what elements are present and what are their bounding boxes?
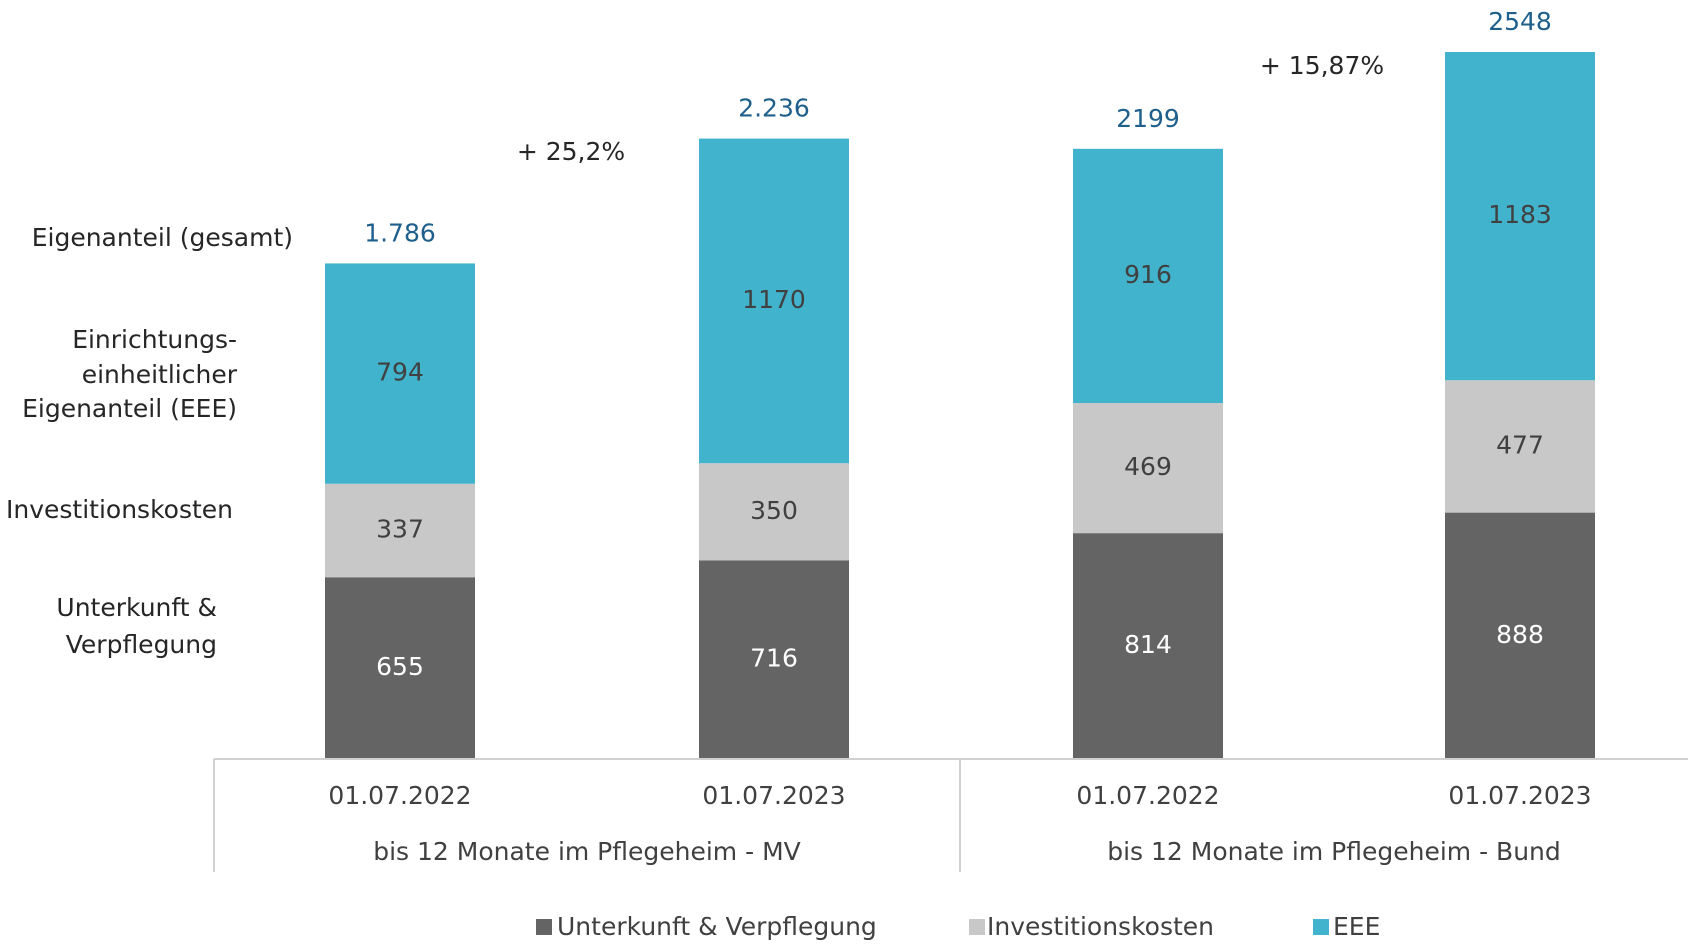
x-tick-label: 01.07.2023 — [702, 781, 845, 810]
group-label: bis 12 Monate im Pflegeheim - Bund — [1107, 837, 1561, 866]
x-tick-label: 01.07.2022 — [328, 781, 471, 810]
total-label: 2.236 — [738, 94, 810, 123]
bar-segment — [699, 463, 849, 561]
segment-label: 477 — [1496, 430, 1544, 459]
side-label: Unterkunft & — [56, 593, 217, 622]
legend-label: Unterkunft & Verpflegung — [557, 912, 877, 941]
x-tick-label: 01.07.2022 — [1076, 781, 1219, 810]
segment-label: 814 — [1124, 630, 1172, 659]
segment-label: 337 — [376, 515, 424, 544]
group-label: bis 12 Monate im Pflegeheim - MV — [373, 837, 801, 866]
segment-label: 1170 — [742, 285, 806, 314]
bar-segment — [325, 263, 475, 484]
bar-segment — [699, 560, 849, 759]
legend-swatch — [536, 919, 552, 935]
bar-segment — [325, 577, 475, 759]
bar-segment — [1073, 533, 1223, 759]
total-label: 1.786 — [364, 218, 436, 247]
total-label: 2199 — [1116, 104, 1180, 133]
side-label: Eigenanteil (EEE) — [22, 394, 237, 423]
segment-label: 655 — [376, 652, 424, 681]
legend-label: Investitionskosten — [987, 912, 1214, 941]
bar-segment — [1445, 52, 1595, 381]
bar-segment — [1073, 403, 1223, 534]
legend-swatch — [969, 919, 985, 935]
bar-segment — [1445, 512, 1595, 759]
side-label: Investitionskosten — [6, 495, 233, 524]
bar-segment — [699, 138, 849, 464]
bar-segment — [1073, 148, 1223, 404]
segment-label: 716 — [750, 644, 798, 673]
side-label: Verpflegung — [66, 630, 217, 659]
x-tick-label: 01.07.2023 — [1448, 781, 1591, 810]
segment-label: 350 — [750, 496, 798, 525]
bar-segment — [325, 483, 475, 578]
segment-label: 916 — [1124, 260, 1172, 289]
side-label: Eigenanteil (gesamt) — [32, 223, 293, 252]
side-label: einheitlicher — [82, 360, 238, 389]
bar-segment — [1445, 380, 1595, 513]
segment-label: 794 — [376, 358, 424, 387]
legend-swatch — [1313, 919, 1329, 935]
total-label: 2548 — [1488, 7, 1552, 36]
segment-label: 888 — [1496, 620, 1544, 649]
segment-label: 469 — [1124, 452, 1172, 481]
annotation: + 15,87% — [1260, 51, 1384, 80]
side-label: Einrichtungs- — [72, 325, 237, 354]
segment-label: 1183 — [1488, 200, 1552, 229]
legend-label: EEE — [1333, 912, 1380, 941]
annotation: + 25,2% — [517, 137, 625, 166]
